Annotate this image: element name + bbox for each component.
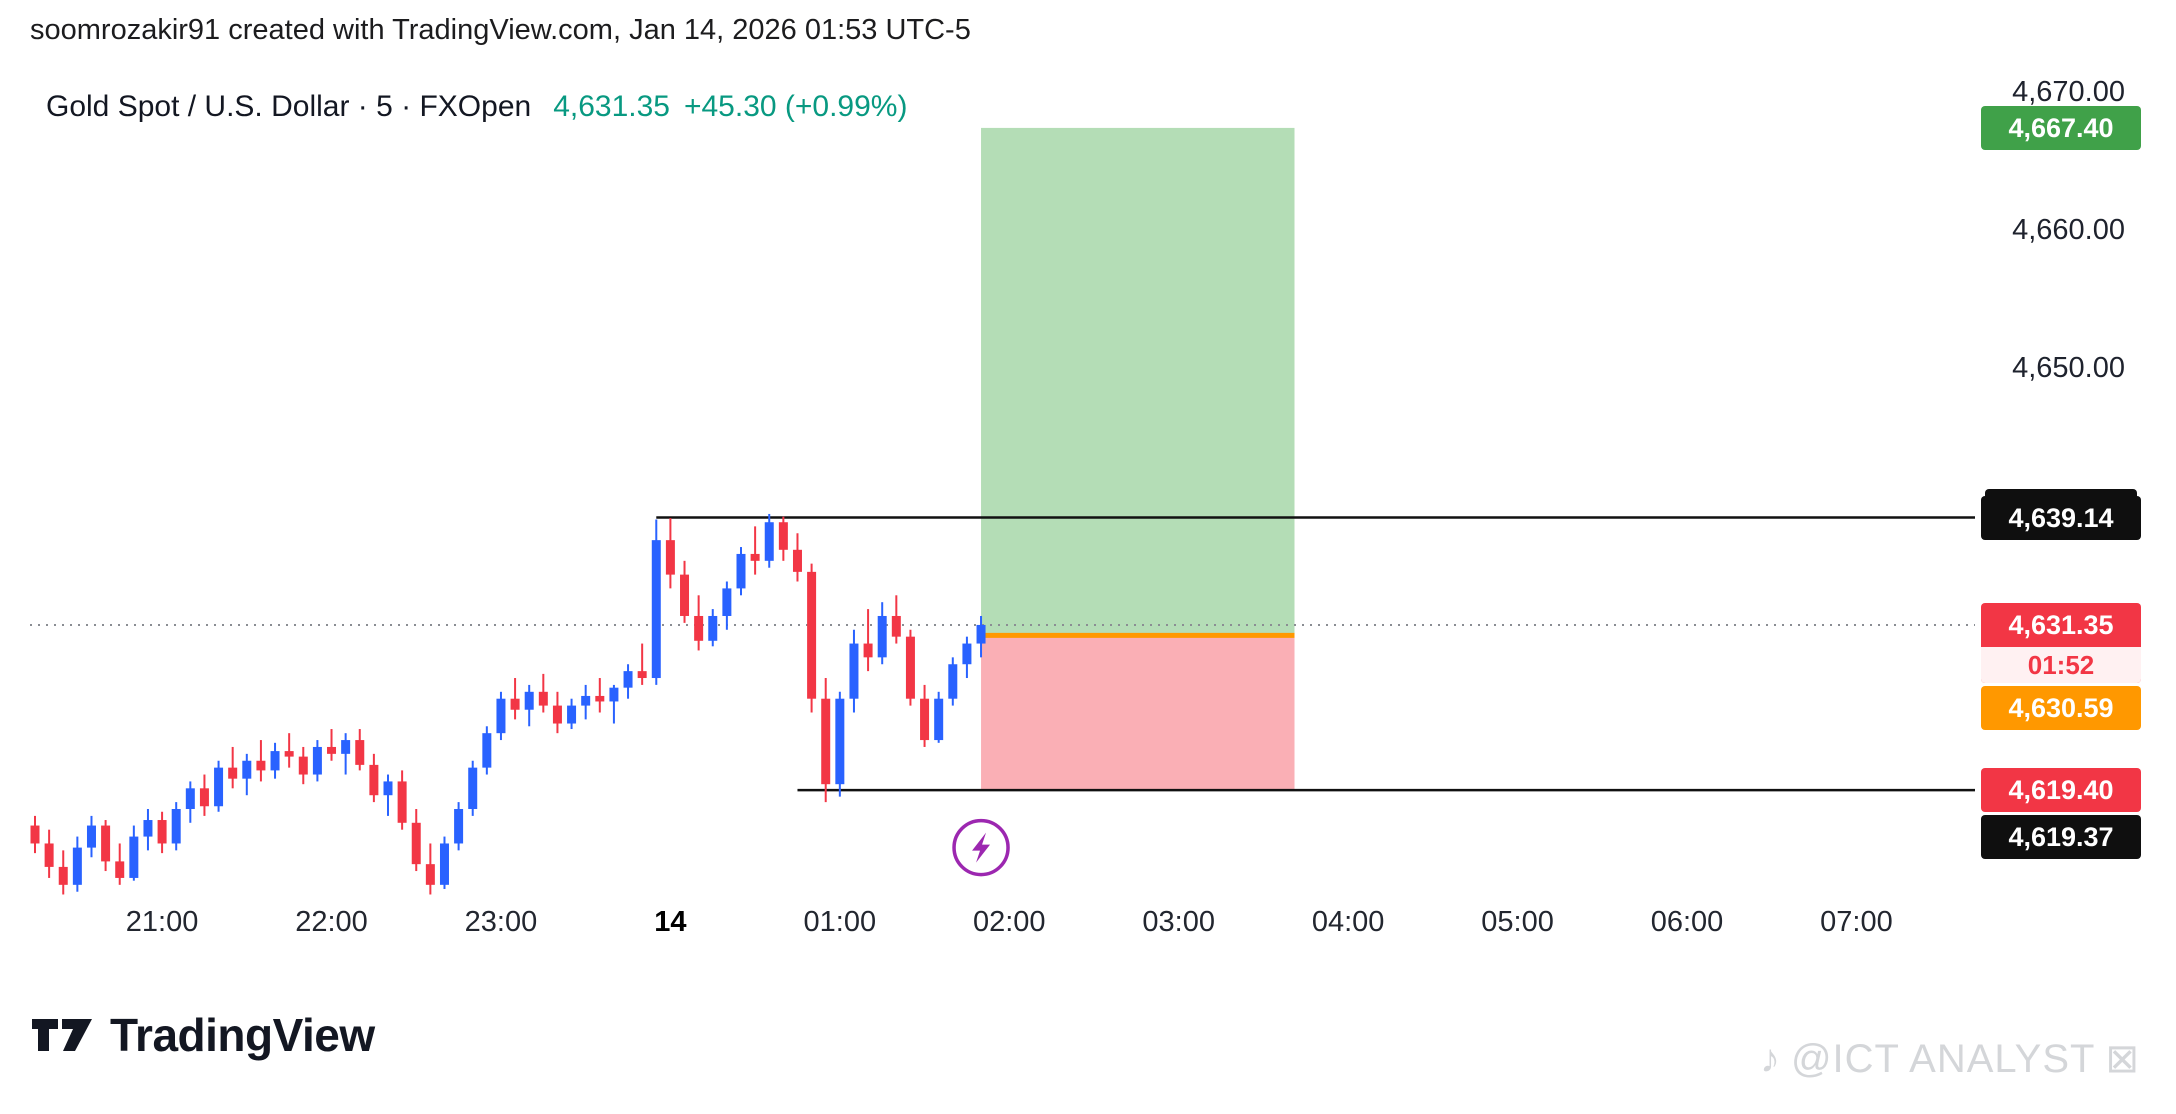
watermark-text: @ICT ANALYST bbox=[1790, 1036, 2096, 1081]
lightning-bolt-icon bbox=[972, 832, 991, 863]
time-axis-label: 06:00 bbox=[1650, 906, 1724, 938]
time-axis-label: 01:00 bbox=[803, 906, 877, 938]
time-axis-label: 04:00 bbox=[1311, 906, 1385, 938]
watermark: ♪ @ICT ANALYST ⊠ bbox=[1760, 1036, 2140, 1082]
stop-price-badge: 4,619.40 bbox=[1981, 767, 2141, 812]
long-position-profit-zone[interactable] bbox=[981, 127, 1295, 636]
long-position-loss-zone[interactable] bbox=[981, 635, 1295, 790]
music-note-icon: ♪ bbox=[1759, 1036, 1781, 1081]
price-axis-label: 4,650.00 bbox=[2012, 351, 2125, 384]
header-last-price: 4,631.35 bbox=[553, 90, 670, 123]
time-axis-label: 14 bbox=[654, 906, 687, 938]
high-line-price-badge: 4,639.14 bbox=[1981, 495, 2141, 540]
price-axis[interactable]: 4,670.00 4,660.00 4,650.00 4,667.40 4,639.14… bbox=[1981, 0, 2143, 1114]
target-price-badge: 4,667.40 bbox=[1981, 105, 2141, 150]
time-axis-label: 05:00 bbox=[1481, 906, 1554, 938]
lightning-marker[interactable] bbox=[952, 818, 1010, 877]
chart-header: Gold Spot / U.S. Dollar · 5 · FXOpen 4,63… bbox=[46, 90, 907, 124]
box-glyph-icon: ⊠ bbox=[2105, 1037, 2140, 1081]
bar-countdown: 01:52 bbox=[1981, 646, 2141, 683]
time-axis-label: 02:00 bbox=[972, 906, 1046, 938]
tradingview-logo-text: TradingView bbox=[110, 1009, 375, 1061]
symbol-title[interactable]: Gold Spot / U.S. Dollar · 5 · FXOpen bbox=[46, 90, 532, 123]
attribution-line: soomrozakir91 created with TradingView.c… bbox=[30, 14, 971, 46]
header-price-change: +45.30 (+0.99%) bbox=[683, 90, 908, 123]
candlestick-series bbox=[30, 513, 986, 895]
price-axis-label: 4,670.00 bbox=[2012, 76, 2125, 109]
low-line-price-badge: 4,619.37 bbox=[1981, 814, 2141, 859]
entry-price-badge: 4,630.59 bbox=[1981, 685, 2141, 730]
time-axis-label: 21:00 bbox=[125, 906, 199, 938]
time-axis-label: 03:00 bbox=[1142, 906, 1216, 938]
time-axis-label: 23:00 bbox=[464, 906, 538, 938]
tradingview-logo-icon bbox=[32, 1019, 92, 1051]
tradingview-logo[interactable]: TradingView bbox=[30, 1008, 375, 1062]
time-axis[interactable]: 21:00 22:00 23:00 14 01:00 02:00 03:00 04:00 05:… bbox=[0, 906, 1975, 958]
last-price-badge: 4,631.35 01:52 bbox=[1981, 602, 2141, 683]
time-axis-label: 22:00 bbox=[295, 906, 368, 938]
time-axis-label: 07:00 bbox=[1820, 906, 1893, 938]
price-axis-label: 4,660.00 bbox=[2012, 213, 2125, 246]
